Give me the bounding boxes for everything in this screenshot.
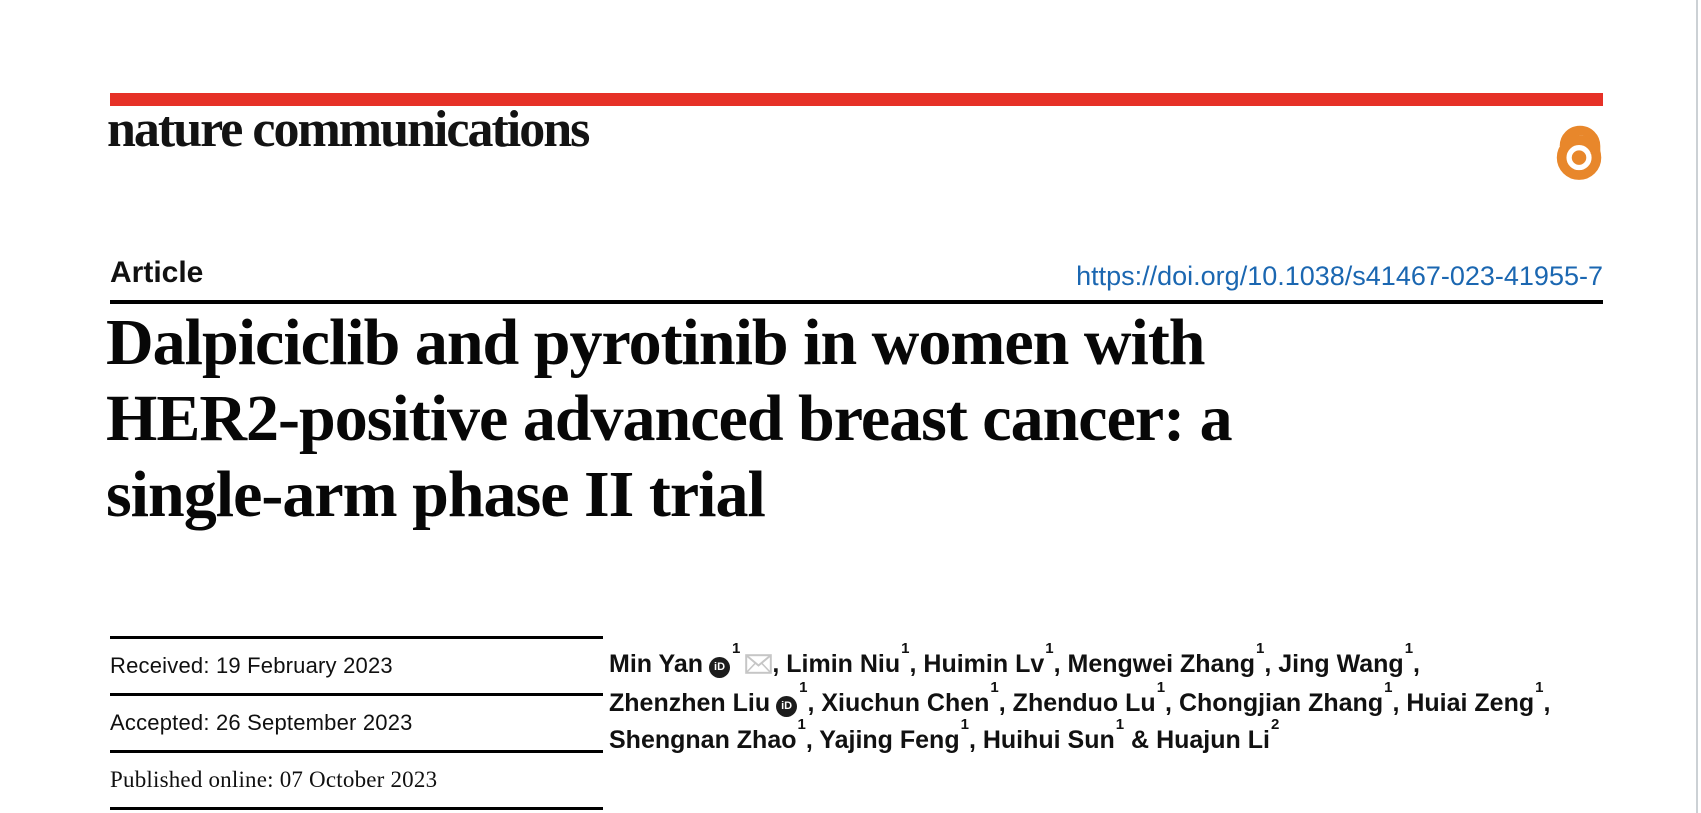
author-name: Huimin Lv: [923, 650, 1045, 678]
author-list: Min Yan iD1, Limin Niu1, Huimin Lv1, Meng…: [609, 641, 1569, 759]
author-name: Xiuchun Chen: [821, 689, 990, 717]
orcid-icon[interactable]: iD: [776, 696, 798, 717]
author-name: Zhenzhen Liu: [609, 689, 771, 717]
author-name: Jing Wang: [1278, 650, 1404, 678]
author-separator: ,: [1264, 650, 1279, 678]
author-affiliation-sup: 1: [990, 678, 999, 696]
author-separator: &: [1124, 726, 1157, 754]
author-name: Min Yan: [609, 650, 704, 678]
article-title-line-1: Dalpiciclib and pyrotinib in women with: [106, 306, 1206, 379]
author-name: Huiai Zeng: [1406, 689, 1535, 717]
author-separator: ,: [772, 650, 787, 678]
author-separator: ,: [1165, 689, 1179, 717]
author-name: Mengwei Zhang: [1067, 650, 1256, 678]
published-online-date: Published online: 07 October 2023: [110, 767, 438, 792]
author-affiliation-sup: 1: [1256, 639, 1265, 657]
masthead-red-rule: [110, 93, 1603, 106]
author-name: Huajun Li: [1156, 726, 1270, 754]
author-separator: ,: [1053, 650, 1068, 678]
author-affiliation-sup: 1: [1384, 678, 1393, 696]
author-affiliation-sup: 1: [799, 678, 808, 696]
history-rule: [110, 693, 603, 696]
article-history: Received: 19 February 2023 Accepted: 26 …: [110, 636, 603, 810]
author-name: Chongjian Zhang: [1178, 689, 1384, 717]
article-title: Dalpiciclib and pyrotinib in women with …: [106, 305, 1526, 533]
accepted-date: Accepted: 26 September 2023: [110, 710, 413, 735]
author-separator: ,: [909, 650, 924, 678]
author-affiliation-sup: 1: [1404, 639, 1414, 657]
author-name: Limin Niu: [786, 650, 901, 678]
author-name: Zhenduo Lu: [1012, 689, 1156, 717]
author-affiliation-sup: 1: [797, 715, 806, 733]
open-access-icon: [1551, 111, 1609, 186]
author-affiliation-sup: 1: [1045, 639, 1054, 657]
history-rule: [110, 750, 603, 753]
article-type-label: Article: [110, 256, 204, 289]
author-affiliation-sup: 1: [1115, 715, 1125, 733]
author-separator: ,: [807, 689, 822, 717]
article-title-line-2: HER2-positive advanced breast cancer: a: [106, 382, 1233, 455]
author-name: Shengnan Zhao: [609, 726, 797, 754]
author-name: Huihui Sun: [982, 726, 1115, 754]
author-affiliation-sup: 1: [901, 639, 910, 657]
author-separator: ,: [805, 726, 820, 754]
author-affiliation-sup: 1: [1535, 678, 1544, 696]
history-rule: [110, 636, 603, 639]
author-affiliation-sup: 1: [960, 715, 969, 733]
author-separator: ,: [998, 689, 1013, 717]
author-separator: ,: [1413, 650, 1420, 678]
received-date: Received: 19 February 2023: [110, 653, 393, 678]
article-title-line-3: single-arm phase II trial: [106, 458, 766, 531]
doi-link[interactable]: https://doi.org/10.1038/s41467-023-41955…: [1076, 261, 1603, 291]
journal-logo: nature communications: [107, 101, 590, 158]
author-name: Yajing Feng: [819, 726, 960, 754]
email-icon[interactable]: [745, 648, 773, 685]
author-affiliation-sup: 1: [1156, 678, 1166, 696]
page-right-edge: [1696, 0, 1698, 813]
author-affiliation-sup: 1: [732, 639, 741, 657]
author-affiliation-sup: 2: [1270, 715, 1280, 733]
orcid-icon[interactable]: iD: [709, 657, 731, 678]
author-separator: ,: [1543, 689, 1551, 717]
author-separator: ,: [1392, 689, 1407, 717]
title-divider-rule: [110, 300, 1603, 304]
history-rule: [110, 807, 603, 810]
author-separator: ,: [968, 726, 983, 754]
